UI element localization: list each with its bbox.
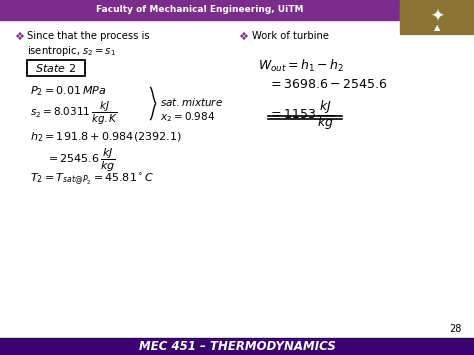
Text: ✦: ✦	[430, 8, 444, 26]
Text: $s_2 = 8.0311\,\dfrac{kJ}{kg.K}$: $s_2 = 8.0311\,\dfrac{kJ}{kg.K}$	[30, 100, 118, 127]
Text: 28: 28	[450, 324, 462, 334]
Text: Faculty of Mechanical Engineering, UiTM: Faculty of Mechanical Engineering, UiTM	[96, 5, 304, 15]
Text: ▲: ▲	[434, 23, 440, 33]
Text: $h_2 = 191.8 + 0.984(2392.1)$: $h_2 = 191.8 + 0.984(2392.1)$	[30, 130, 182, 144]
Text: isentropic, $s_2=s_1$: isentropic, $s_2=s_1$	[27, 44, 116, 58]
Text: Since that the process is: Since that the process is	[27, 31, 150, 41]
Text: MEC 451 – THERMODYNAMICS: MEC 451 – THERMODYNAMICS	[138, 340, 336, 353]
Bar	[400, 0, 474, 20]
Text: $= 1153\,\dfrac{kJ}{kg}$: $= 1153\,\dfrac{kJ}{kg}$	[268, 98, 334, 132]
Text: $x_2 = 0.984$: $x_2 = 0.984$	[160, 110, 215, 124]
Bar	[0, 0, 400, 20]
Bar	[27, 60, 85, 76]
Text: $T_2 = T_{sat@P_2} = 45.81^\circ C$: $T_2 = T_{sat@P_2} = 45.81^\circ C$	[30, 172, 154, 188]
Text: Work of turbine: Work of turbine	[252, 31, 329, 41]
Text: $W_{out} = h_1 - h_2$: $W_{out} = h_1 - h_2$	[258, 58, 344, 74]
Text: $\mathit{sat.mixture}$: $\mathit{sat.mixture}$	[160, 96, 223, 108]
Bar	[400, 0, 474, 34]
Bar	[0, 338, 474, 355]
Text: $\mathit{State\ 2}$: $\mathit{State\ 2}$	[36, 62, 76, 74]
Text: $P_2 = 0.01\,MPa$: $P_2 = 0.01\,MPa$	[30, 84, 107, 98]
Text: ❖: ❖	[238, 32, 248, 42]
Text: ❖: ❖	[14, 32, 24, 42]
Text: $= 2545.6\,\dfrac{kJ}{kg}$: $= 2545.6\,\dfrac{kJ}{kg}$	[46, 147, 116, 174]
Text: $= 3698.6 - 2545.6$: $= 3698.6 - 2545.6$	[268, 78, 387, 91]
